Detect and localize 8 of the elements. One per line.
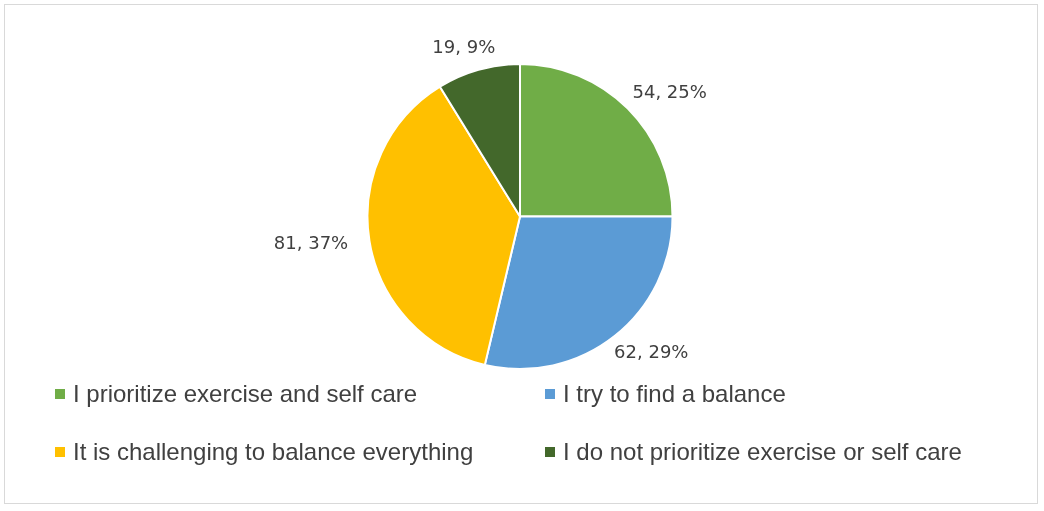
- legend-label: I prioritize exercise and self care: [73, 380, 418, 408]
- legend-label: I try to find a balance: [563, 380, 786, 408]
- legend-label: It is challenging to balance everything: [73, 438, 474, 466]
- data-label: 62, 29%: [614, 341, 689, 363]
- data-label: 19, 9%: [432, 36, 496, 58]
- data-label: 81, 37%: [273, 231, 349, 253]
- data-label: 54, 25%: [632, 80, 707, 102]
- legend-label: I do not prioritize exercise or self care: [563, 438, 962, 466]
